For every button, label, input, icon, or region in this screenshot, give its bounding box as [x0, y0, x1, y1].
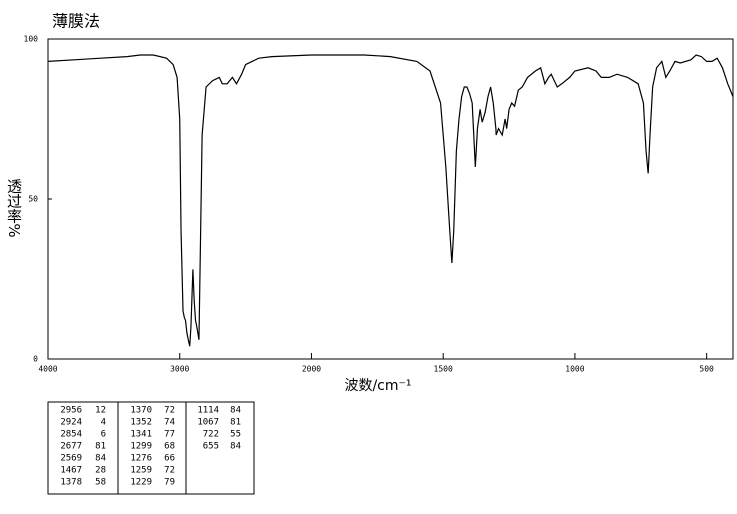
peak-transmittance: 79	[164, 478, 175, 488]
peak-transmittance: 28	[95, 466, 106, 476]
chart-title: 薄膜法	[52, 12, 100, 31]
peak-transmittance: 72	[164, 406, 175, 416]
x-tick-label: 1500	[434, 365, 453, 374]
peak-transmittance: 6	[101, 430, 106, 440]
peak-wavenumber: 722	[203, 430, 219, 440]
x-tick-label: 3000	[170, 365, 189, 374]
peak-wavenumber: 1341	[130, 430, 152, 440]
peak-transmittance: 58	[95, 478, 106, 488]
peak-table-frame	[47, 401, 255, 495]
peak-wavenumber: 2924	[60, 418, 82, 428]
peak-transmittance: 55	[230, 430, 241, 440]
peak-wavenumber: 1259	[130, 466, 152, 476]
peak-wavenumber: 1114	[197, 406, 219, 416]
peak-transmittance: 84	[230, 406, 241, 416]
peak-wavenumber: 2956	[60, 406, 82, 416]
peak-transmittance: 4	[101, 418, 106, 428]
x-tick-label: 500	[699, 365, 714, 374]
peak-wavenumber: 2677	[60, 442, 82, 452]
peak-transmittance: 84	[230, 442, 241, 452]
peak-wavenumber: 2854	[60, 430, 82, 440]
y-tick-label: 50	[28, 195, 38, 204]
peak-wavenumber: 1467	[60, 466, 82, 476]
peak-wavenumber: 1229	[130, 478, 152, 488]
peak-wavenumber: 1276	[130, 454, 152, 464]
peak-wavenumber: 1299	[130, 442, 152, 452]
peak-transmittance: 81	[95, 442, 106, 452]
x-tick-label: 2000	[302, 365, 321, 374]
y-tick-label: 100	[24, 35, 39, 44]
peak-transmittance: 77	[164, 430, 175, 440]
peak-transmittance: 66	[164, 454, 175, 464]
peak-transmittance: 12	[95, 406, 106, 416]
plot-frame	[47, 38, 734, 360]
peak-wavenumber: 1067	[197, 418, 219, 428]
y-axis-label: 透过率%	[5, 178, 23, 237]
y-tick-label: 0	[33, 355, 38, 364]
x-axis-label: 波数/cm⁻¹	[344, 378, 411, 394]
peak-transmittance: 84	[95, 454, 106, 464]
spectrum-line	[47, 54, 734, 347]
peak-wavenumber: 655	[203, 442, 219, 452]
peak-transmittance: 81	[230, 418, 241, 428]
peak-wavenumber: 1370	[130, 406, 152, 416]
peak-transmittance: 68	[164, 442, 175, 452]
x-tick-label: 1000	[565, 365, 584, 374]
peak-wavenumber: 1352	[130, 418, 152, 428]
peak-wavenumber: 1378	[60, 478, 82, 488]
peak-transmittance: 74	[164, 418, 175, 428]
x-tick-label: 4000	[38, 365, 57, 374]
peak-transmittance: 72	[164, 466, 175, 476]
peak-wavenumber: 2569	[60, 454, 82, 464]
